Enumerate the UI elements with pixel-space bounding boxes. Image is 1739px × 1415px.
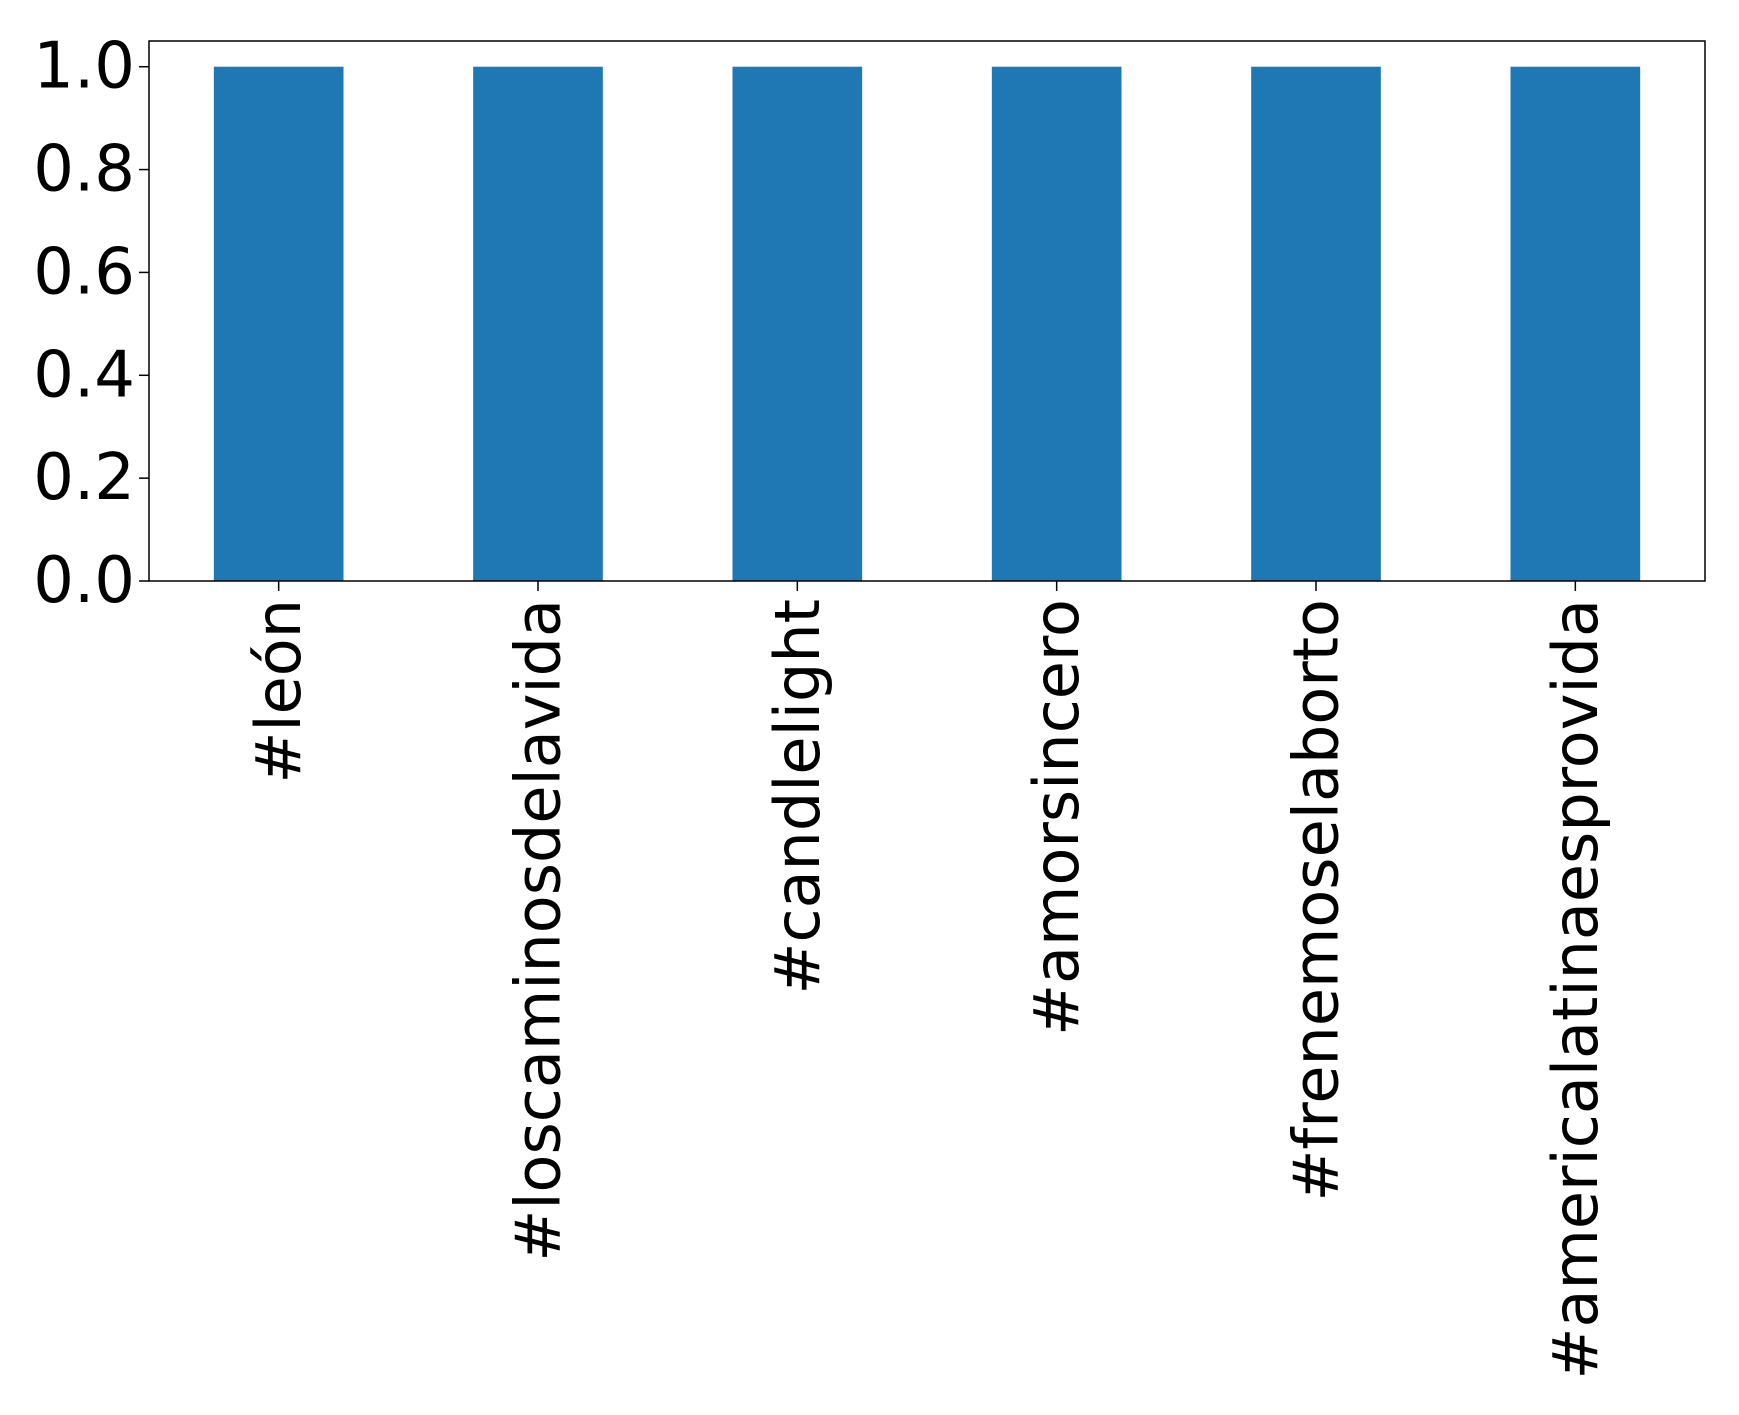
bar [991,66,1122,581]
bar [473,66,603,581]
y-axis: 0.0 0.2 0.4 0.6 0.8 1.0 [33,30,149,618]
plot-frame [148,40,1706,582]
x-tick-label: #amorsincero [1020,599,1093,1036]
bar [1510,66,1641,581]
x-tick-label: #frenemoselaborto [1280,599,1353,1202]
bar [732,66,863,581]
y-tick-label: 1.0 [33,30,135,104]
y-tick-label: 0.4 [33,338,135,412]
bars-group [213,66,1641,581]
y-tick-label: 0.6 [33,235,135,309]
x-axis: #león #loscaminosdelavida #candlelight #amo… [242,581,1612,1379]
bar [1251,66,1381,581]
bar [213,66,344,581]
y-tick-label: 0.2 [33,441,135,515]
x-tick-label: #loscaminosdelavida [502,599,575,1262]
y-tick-label: 0.0 [33,544,135,618]
x-tick-label: #americalatinaesprovida [1539,599,1612,1379]
y-tick-label: 0.8 [33,133,135,207]
x-tick-label: #candlelight [761,599,834,994]
x-tick-label: #león [242,599,315,784]
